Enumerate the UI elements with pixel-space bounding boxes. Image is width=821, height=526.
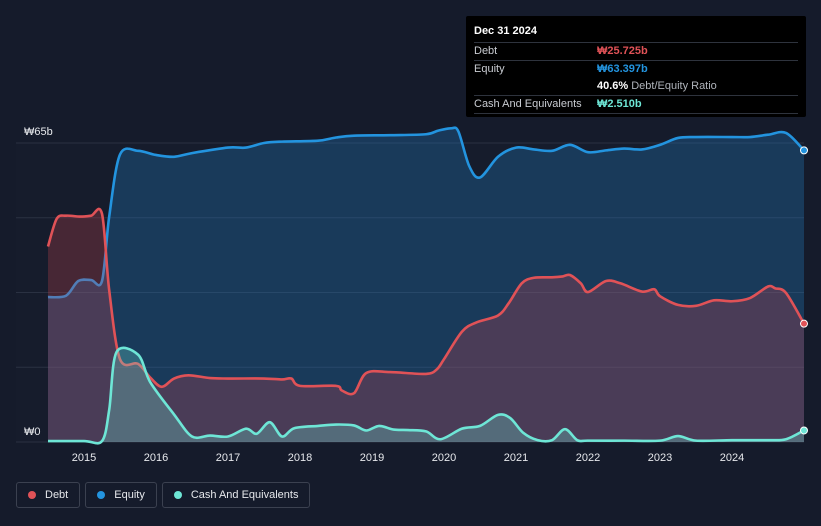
legend-cash-label: Cash And Equivalents [190, 489, 299, 501]
tooltip-ratio-row: 40.6% Debt/Equity Ratio [474, 78, 798, 96]
axes: ₩65b ₩0 2015 2016 2017 2018 2019 2020 2021 2022 20… [24, 126, 744, 464]
equity-end-point[interactable] [800, 146, 808, 155]
cash-dot-icon [173, 491, 182, 499]
equity-area [48, 127, 804, 443]
debt-line [46, 207, 806, 396]
chart: ₩65b ₩0 2015 2016 2017 2018 2019 2020 2021 2022 20… [16, 126, 808, 464]
x-tick-label: 2021 [504, 452, 528, 464]
cash-area [48, 347, 804, 444]
legend-equity-label: Equity [114, 489, 145, 501]
series-layer [46, 126, 808, 445]
x-tick-label: 2016 [144, 452, 168, 464]
x-tick-label: 2020 [432, 452, 456, 464]
equity-dot-icon [97, 491, 106, 499]
tooltip-ratio-value: 40.6% [597, 80, 629, 92]
legend-item-equity[interactable]: Equity [85, 482, 157, 508]
y-tick-label: ₩65b [24, 126, 53, 138]
legend-item-debt[interactable]: Debt [16, 482, 81, 508]
x-tick-label: 2019 [360, 452, 384, 464]
legend-debt-label: Debt [45, 489, 69, 501]
tooltip-debt-row: Debt ₩25.725b [474, 43, 798, 61]
legend: Debt Equity Cash And Equivalents [16, 482, 315, 510]
cash-end-point[interactable] [800, 426, 808, 435]
tooltip-debt-label: Debt [474, 45, 498, 57]
cash-line [47, 346, 805, 445]
debt-dot-icon [28, 491, 36, 499]
tooltip-cash-row: Cash And Equivalents ₩2.510b [474, 96, 798, 114]
x-tick-label: 2018 [288, 452, 312, 464]
tooltip-ratio-label: Debt/Equity Ratio [631, 80, 717, 92]
tooltip-debt-value: ₩25.725b [597, 45, 648, 57]
gridlines [16, 142, 804, 443]
tooltip-cash-value: ₩2.510b [597, 98, 642, 110]
tooltip-date: Dec 31 2024 [474, 24, 798, 43]
x-tick-label: 2017 [216, 452, 240, 464]
legend-item-cash[interactable]: Cash And Equivalents [161, 482, 311, 508]
tooltip-cash-label: Cash And Equivalents [474, 98, 582, 110]
debt-end-point[interactable] [800, 319, 808, 328]
x-tick-label: 2015 [72, 452, 96, 464]
x-tick-label: 2023 [648, 452, 672, 464]
debt-area [48, 208, 804, 442]
x-tick-label: 2022 [576, 452, 600, 464]
tooltip: Dec 31 2024 Debt ₩25.725b Equity ₩63.397… [466, 16, 806, 117]
equity-line [47, 126, 805, 299]
tooltip-equity-value: ₩63.397b [597, 63, 648, 75]
tooltip-equity-label: Equity [474, 63, 505, 75]
x-tick-label: 2024 [720, 452, 744, 464]
y-tick-label: ₩0 [24, 426, 41, 438]
tooltip-equity-row: Equity ₩63.397b [474, 61, 798, 78]
